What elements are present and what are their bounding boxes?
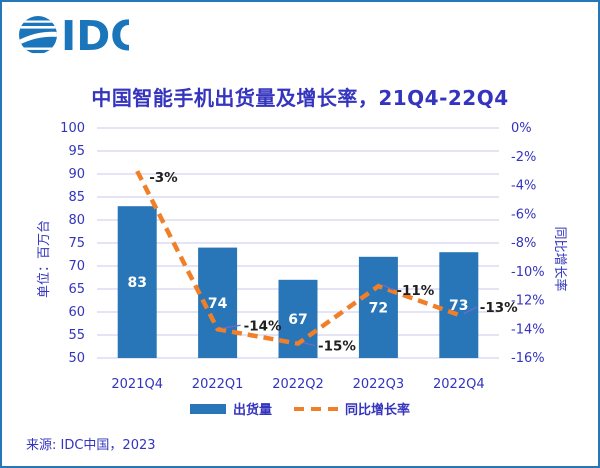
left-axis-tick-label: 95: [68, 144, 85, 159]
left-axis-tick-label: 50: [68, 351, 85, 366]
bar: [358, 256, 398, 358]
legend-label-shipments: 出货量: [232, 403, 272, 418]
left-axis-tick-label: 60: [68, 305, 85, 320]
bar-value-label: 73: [449, 298, 468, 314]
left-axis-tick-label: 75: [68, 236, 85, 251]
right-axis-tick-label: -2%: [511, 150, 536, 165]
right-axis-tick-label: -4%: [511, 179, 536, 194]
label-leader-line: [302, 341, 316, 347]
line-value-label: -14%: [244, 318, 282, 334]
right-axis-tick-label: -6%: [511, 207, 536, 222]
left-axis-tick-label: 70: [68, 259, 85, 274]
bar-value-label: 67: [288, 312, 307, 328]
label-leader-line: [463, 306, 478, 315]
legend-dash-swatch-icon: [294, 406, 338, 411]
line-value-label: -15%: [318, 339, 356, 355]
category-label: 2022Q1: [192, 377, 244, 392]
bar-value-label: 74: [208, 296, 228, 312]
chart-title: 中国智能手机出货量及增长率，21Q4-22Q4: [91, 86, 509, 110]
category-label: 2022Q3: [353, 377, 405, 392]
category-label: 2021Q4: [111, 377, 163, 392]
left-axis-tick-label: 100: [60, 121, 85, 136]
right-axis-tick-label: -16%: [511, 351, 545, 366]
label-leader-line: [222, 324, 241, 329]
line-value-label: -13%: [480, 300, 518, 316]
bar: [439, 252, 479, 358]
growth-line: [135, 170, 460, 347]
category-label: 2022Q2: [272, 377, 324, 392]
right-axis-tick-label: -10%: [511, 265, 545, 280]
right-axis-tick-label: -8%: [511, 236, 536, 251]
left-axis-tick-label: 65: [68, 282, 85, 297]
bar-value-label: 83: [127, 275, 146, 291]
idc-logo-text: IDC: [61, 12, 129, 59]
idc-logo: IDC: [19, 12, 129, 59]
legend-item-growth: 同比增长率: [294, 399, 410, 418]
bar-value-label: 72: [369, 300, 388, 316]
source-note: 来源: IDC中国，2023: [26, 438, 156, 453]
label-leader-line: [383, 284, 394, 291]
right-axis-tick-label: -14%: [511, 322, 545, 337]
line-value-label: -11%: [396, 283, 434, 299]
category-label: 2022Q4: [433, 377, 485, 392]
chart-legend: 出货量 同比增长率: [2, 399, 598, 418]
legend-bar-swatch-icon: [189, 403, 226, 414]
bar: [117, 206, 157, 358]
line-value-label: -3%: [149, 170, 178, 186]
right-axis-tick-label: 0%: [511, 121, 532, 136]
left-axis-tick-label: 80: [68, 213, 85, 228]
idc-globe-icon: [19, 16, 57, 54]
right-axis-tick-label: -12%: [511, 294, 545, 309]
left-axis-tick-label: 85: [68, 190, 85, 205]
legend-item-shipments: 出货量: [189, 399, 272, 418]
legend-label-growth: 同比增长率: [345, 403, 411, 418]
left-axis-tick-label: 55: [68, 328, 85, 343]
left-axis-tick-label: 90: [68, 167, 85, 182]
